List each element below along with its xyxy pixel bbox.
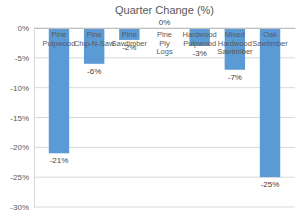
x-tick-label-line: Pulpwood	[42, 39, 75, 48]
y-tick-label: -10%	[10, 84, 29, 93]
x-tick-label: OakSawtimber	[252, 30, 288, 47]
grid-line	[34, 28, 295, 29]
y-tick: 0%	[17, 24, 34, 33]
x-tick-label: HardwoodPulpwood	[183, 30, 217, 47]
y-tick: -10%	[10, 84, 34, 93]
y-tick-label: -20%	[10, 143, 29, 152]
y-tick-label: -25%	[10, 173, 29, 182]
grid-line	[34, 177, 295, 178]
grid	[34, 28, 295, 207]
x-tick-label-line: Logs	[156, 47, 173, 56]
y-tick: -5%	[15, 54, 34, 63]
x-tick-label: MixedHardwoodSawtimber	[217, 30, 253, 56]
grid-line	[34, 87, 295, 88]
x-tick-label-line: Sawtimber	[217, 47, 253, 56]
bars	[49, 28, 280, 177]
y-tick-label: -30%	[10, 203, 29, 212]
y-tick: -15%	[10, 114, 34, 123]
x-tick-label-line: Pulpwood	[183, 39, 216, 48]
y-axis-line	[34, 29, 35, 208]
x-tick: PinePlyLogs	[156, 30, 173, 56]
data-label: -25%	[261, 180, 280, 189]
data-label: -3%	[193, 49, 207, 58]
x-tick-label: PineChip-N-Saw	[74, 30, 115, 47]
x-axis: PinePulpwoodPineChip-N-SawPineSawtimberP…	[35, 29, 296, 56]
x-tick-label-line: Sawtimber	[252, 39, 288, 48]
y-tick-label: -15%	[10, 114, 29, 123]
chart: Quarter Change (%)0%-5%-10%-15%-20%-25%-…	[0, 0, 300, 218]
data-label: -2%	[122, 43, 136, 52]
data-label: 0%	[159, 18, 171, 27]
x-tick: HardwoodPulpwood	[183, 30, 217, 47]
x-tick: OakSawtimber	[252, 30, 288, 47]
data-labels: -21% -6% -2% 0% -3% -7% -25%	[50, 18, 280, 189]
x-tick-label: PinePlyLogs	[156, 30, 173, 56]
x-tick: MixedHardwoodSawtimber	[217, 30, 253, 56]
bar	[260, 28, 280, 177]
x-axis-line	[35, 28, 296, 29]
x-tick: PinePulpwood	[42, 30, 75, 47]
grid-line	[34, 207, 295, 208]
y-tick: -25%	[10, 173, 34, 182]
y-axis: 0% -5% -10% -15% -20% -25% -30%	[10, 24, 34, 212]
x-tick-label: PinePulpwood	[42, 30, 75, 47]
y-tick: -30%	[10, 203, 34, 212]
grid-line	[34, 117, 295, 118]
data-label: -7%	[228, 73, 242, 82]
data-label: -21%	[50, 156, 69, 165]
data-label: -6%	[87, 67, 101, 76]
y-tick-label: -5%	[15, 54, 29, 63]
title: Quarter Change (%)	[115, 4, 214, 16]
x-tick-label-line: Chip-N-Saw	[74, 39, 115, 48]
y-tick: -20%	[10, 143, 34, 152]
grid-line	[34, 147, 295, 148]
y-tick-label: 0%	[17, 24, 29, 33]
x-tick: PineChip-N-Saw	[74, 30, 115, 47]
grid-line	[34, 57, 295, 58]
